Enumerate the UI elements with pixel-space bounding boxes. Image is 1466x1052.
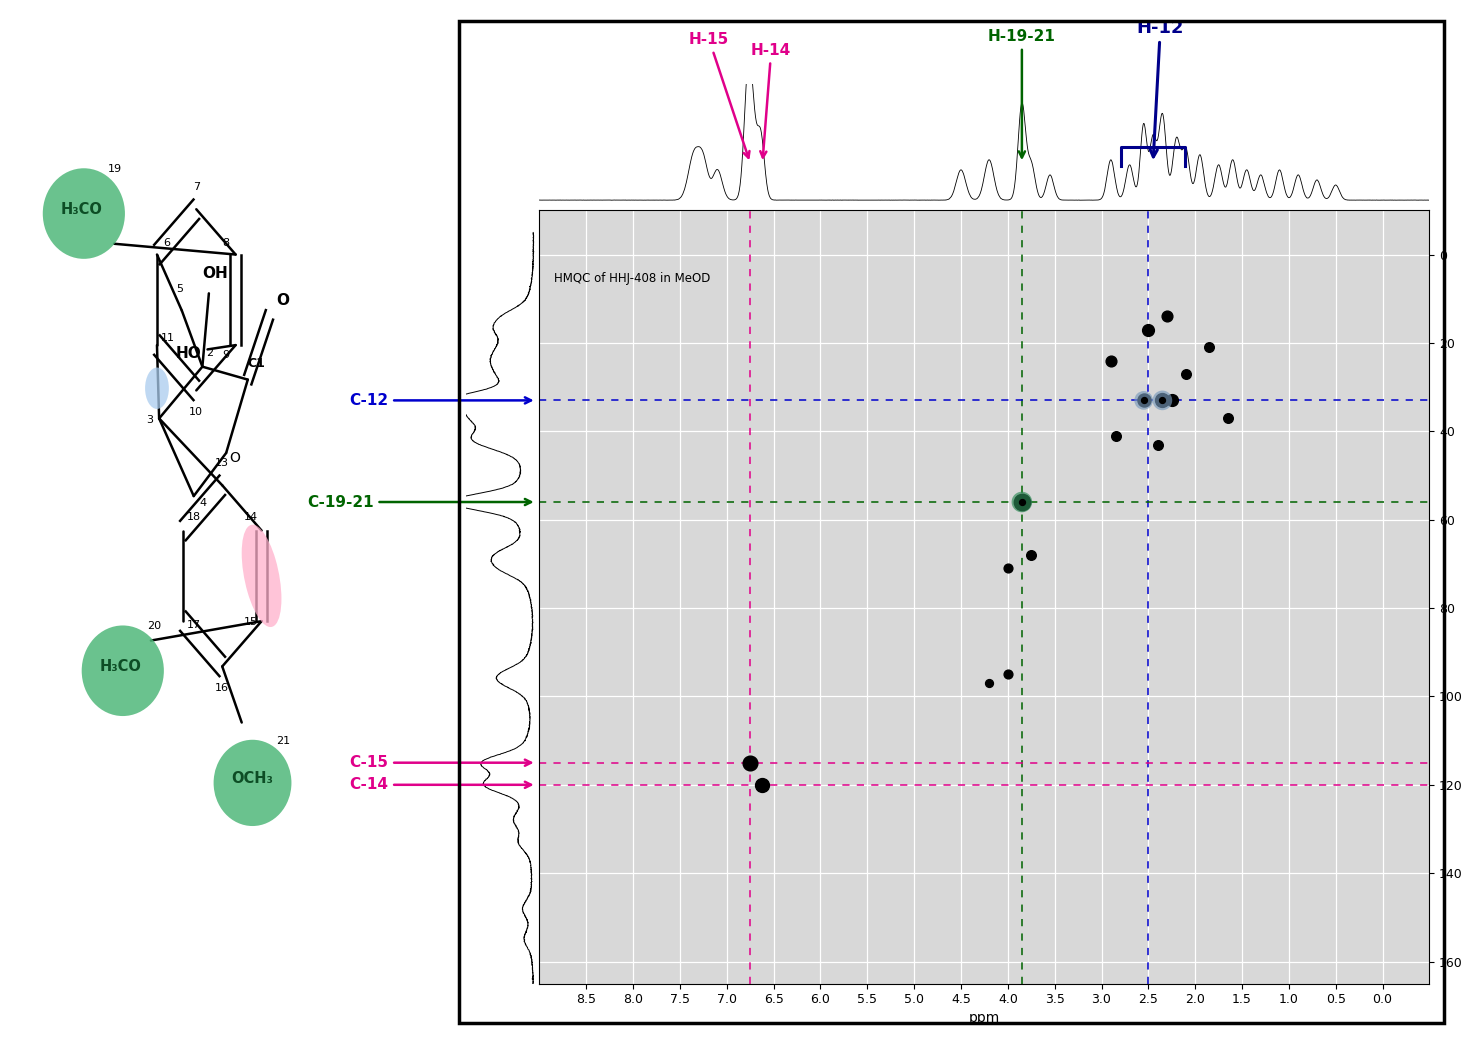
Ellipse shape — [214, 740, 292, 826]
Text: C-19-21: C-19-21 — [308, 494, 531, 509]
Point — [1155, 308, 1179, 325]
Text: 7: 7 — [192, 182, 199, 193]
Point — [1174, 365, 1198, 382]
Point — [1198, 339, 1221, 356]
Text: H-14: H-14 — [751, 43, 792, 158]
Ellipse shape — [242, 525, 281, 627]
Text: 17: 17 — [186, 620, 201, 630]
Point — [995, 666, 1019, 683]
Text: 8: 8 — [223, 238, 230, 248]
Text: 11: 11 — [161, 332, 174, 343]
Point — [1104, 427, 1127, 444]
Ellipse shape — [145, 367, 169, 409]
Text: 9: 9 — [223, 350, 230, 360]
Point — [739, 754, 762, 771]
Text: C1: C1 — [248, 357, 265, 369]
Point — [1217, 409, 1240, 426]
Point — [1019, 547, 1042, 564]
Point — [1100, 352, 1123, 369]
Point — [751, 776, 774, 793]
Text: 21: 21 — [276, 736, 290, 746]
Text: 3: 3 — [147, 414, 152, 425]
Text: H-15: H-15 — [689, 33, 749, 158]
Point — [1132, 392, 1155, 409]
Point — [1151, 392, 1174, 409]
Text: C-14: C-14 — [349, 777, 531, 792]
Point — [1132, 392, 1155, 409]
Text: 15: 15 — [243, 618, 258, 627]
Text: 19: 19 — [108, 164, 122, 175]
Point — [1146, 437, 1170, 453]
Point — [1010, 493, 1034, 510]
Point — [978, 674, 1001, 691]
Point — [1010, 493, 1034, 510]
Text: 6: 6 — [163, 238, 170, 248]
Text: 10: 10 — [189, 406, 204, 417]
Text: HMQC of HHJ-408 in MeOD: HMQC of HHJ-408 in MeOD — [554, 272, 710, 285]
Text: 2: 2 — [207, 348, 214, 359]
Point — [1151, 392, 1174, 409]
Text: H₃CO: H₃CO — [100, 659, 142, 674]
Text: O: O — [276, 292, 289, 307]
Text: 5: 5 — [176, 284, 183, 294]
Point — [1010, 493, 1034, 510]
Point — [1160, 392, 1183, 409]
Text: OCH₃: OCH₃ — [232, 771, 274, 786]
Text: H-19-21: H-19-21 — [988, 29, 1056, 158]
X-axis label: ppm: ppm — [969, 1011, 1000, 1025]
Text: 16: 16 — [216, 683, 229, 692]
Text: HO: HO — [176, 346, 202, 361]
Text: 20: 20 — [147, 622, 161, 631]
Text: 13: 13 — [216, 459, 229, 468]
Text: H₃CO: H₃CO — [60, 202, 103, 217]
Point — [1151, 392, 1174, 409]
Text: O: O — [229, 450, 240, 465]
Point — [1136, 321, 1160, 338]
Point — [1132, 392, 1155, 409]
Point — [995, 560, 1019, 576]
Ellipse shape — [82, 626, 164, 716]
Text: C-15: C-15 — [349, 755, 531, 770]
Text: C-12: C-12 — [349, 392, 531, 408]
Text: 4: 4 — [199, 499, 207, 508]
Text: 18: 18 — [186, 512, 201, 522]
Ellipse shape — [43, 168, 125, 259]
Text: 14: 14 — [243, 512, 258, 522]
Text: H-12: H-12 — [1136, 19, 1185, 157]
Text: OH: OH — [202, 266, 229, 281]
